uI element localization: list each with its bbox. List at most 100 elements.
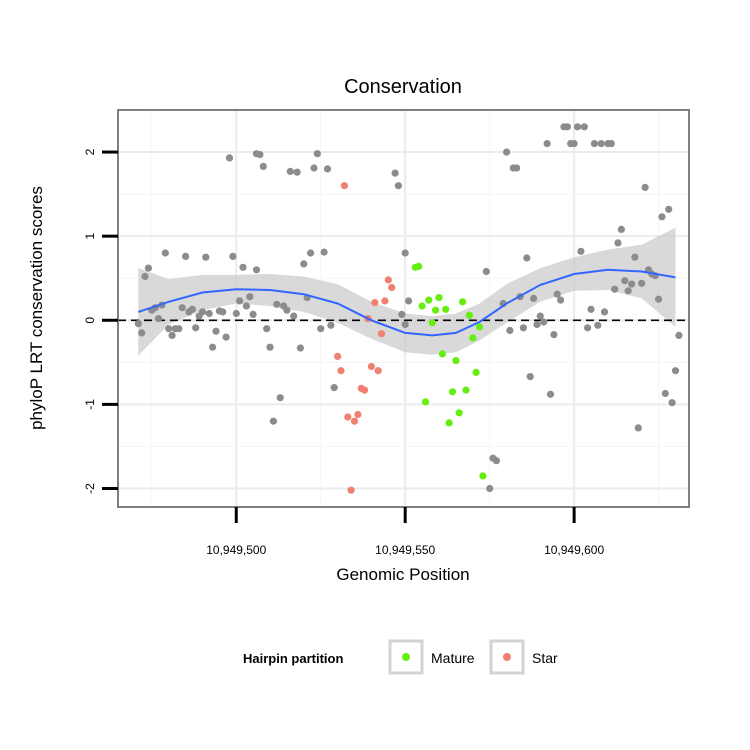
data-point-other	[313, 150, 321, 158]
data-point-mature	[425, 296, 433, 304]
data-point-other	[675, 331, 683, 339]
data-point-other	[668, 399, 676, 407]
data-point-other	[580, 123, 588, 131]
data-point-other	[175, 325, 183, 333]
data-point-other	[513, 164, 521, 172]
data-point-other	[256, 151, 264, 159]
data-point-other	[523, 254, 531, 262]
data-point-other	[182, 252, 190, 260]
data-point-other	[398, 310, 406, 318]
data-point-other	[290, 312, 298, 320]
data-point-other	[236, 297, 244, 305]
data-point-other	[330, 384, 338, 392]
plot-border	[117, 109, 690, 508]
data-point-other	[229, 252, 237, 260]
data-point-other	[161, 249, 169, 257]
data-point-other	[536, 312, 544, 320]
data-point-other	[209, 343, 217, 351]
data-point-star	[361, 386, 369, 394]
data-point-other	[634, 424, 642, 432]
data-point-star	[347, 486, 355, 494]
data-point-other	[263, 325, 271, 333]
data-point-other	[641, 183, 649, 191]
data-point-other	[205, 309, 213, 318]
confidence-band	[138, 227, 676, 356]
data-point-other	[249, 310, 257, 318]
data-point-other	[222, 333, 230, 341]
data-point-other	[192, 324, 200, 332]
confidence-band-area	[138, 227, 676, 356]
data-point-mature	[472, 368, 480, 376]
legend-key-mature	[402, 653, 410, 661]
data-point-other	[178, 304, 186, 312]
data-point-star	[340, 182, 348, 190]
data-point-mature	[462, 386, 470, 394]
data-point-other	[212, 327, 220, 335]
data-point-star	[371, 299, 379, 307]
y-tick-label: -2	[83, 483, 97, 494]
data-point-other	[202, 253, 210, 261]
y-tick-label: 0	[83, 317, 97, 324]
data-point-mature	[479, 472, 487, 480]
data-point-other	[168, 331, 176, 339]
data-point-other	[310, 164, 318, 172]
data-point-other	[655, 295, 663, 303]
data-point-other	[198, 308, 207, 316]
data-point-other	[519, 324, 528, 332]
data-point-other	[401, 249, 409, 257]
data-point-other	[526, 373, 534, 381]
data-point-star	[350, 417, 359, 425]
data-point-other	[533, 320, 541, 329]
data-point-other	[219, 308, 227, 316]
data-point-other	[671, 367, 680, 375]
data-point-other	[276, 394, 284, 402]
data-point-other	[587, 305, 595, 313]
x-axis: 10,949,500 10,949,550 10,949,600	[206, 507, 604, 557]
data-point-other	[232, 309, 240, 318]
data-point-other	[252, 266, 261, 274]
data-point-other	[530, 294, 538, 302]
data-point-star	[337, 367, 345, 375]
data-point-other	[614, 239, 622, 247]
legend-item-star: Star	[489, 639, 558, 675]
data-point-other	[141, 272, 149, 281]
y-axis-title: phyloP LRT conservation scores	[27, 186, 46, 430]
y-axis: -2 -1 0 1 2	[83, 148, 118, 494]
data-point-other	[546, 390, 555, 398]
data-point-other	[617, 225, 626, 233]
data-point-other	[317, 325, 325, 333]
data-point-other	[273, 300, 281, 308]
data-point-other	[307, 249, 315, 257]
data-point-other	[486, 484, 494, 493]
data-point-other	[570, 140, 578, 148]
data-point-other	[482, 267, 490, 276]
data-point-other	[577, 247, 585, 255]
data-point-other	[506, 326, 514, 334]
data-point-other	[225, 154, 234, 162]
legend-key-star	[503, 653, 511, 661]
data-point-other	[246, 293, 254, 301]
data-point-other	[296, 344, 304, 352]
data-point-mature	[421, 398, 430, 406]
data-point-other	[300, 260, 308, 268]
data-point-mature	[438, 350, 446, 358]
data-point-other	[638, 279, 646, 287]
x-tick-label: 10,949,550	[375, 543, 435, 557]
data-point-other	[269, 417, 277, 425]
data-point-other	[266, 343, 274, 351]
data-point-star	[334, 352, 342, 360]
data-point-other	[283, 306, 291, 314]
data-point-other	[293, 168, 301, 176]
data-point-other	[320, 248, 328, 256]
data-point-star	[344, 413, 352, 421]
data-point-other	[323, 165, 332, 173]
x-tick-label: 10,949,500	[206, 543, 266, 557]
data-point-mature	[418, 302, 426, 310]
data-point-star	[384, 276, 392, 284]
data-point-mature	[475, 323, 484, 331]
data-point-other	[394, 182, 402, 190]
legend-item-mature: Mature	[388, 639, 475, 675]
data-point-other	[550, 331, 558, 339]
data-point-other	[543, 140, 551, 148]
data-point-star	[381, 297, 389, 305]
